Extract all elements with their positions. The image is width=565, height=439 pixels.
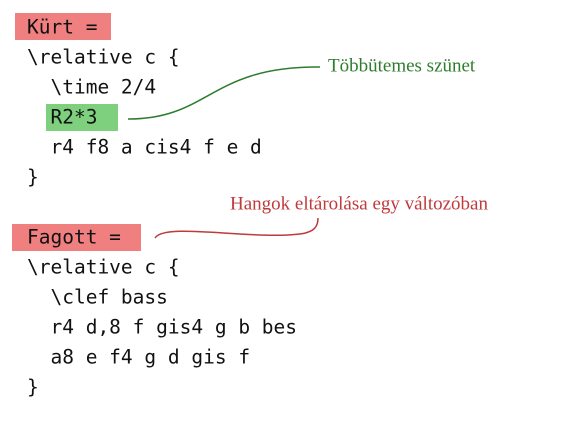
code-line: R2*3	[27, 106, 97, 129]
highlight-rest	[46, 104, 118, 131]
code-line: \relative c {	[27, 256, 180, 279]
annotation: Többütemes szünet	[328, 55, 476, 76]
code-line: \relative c {	[27, 46, 180, 69]
annotation-connector	[127, 66, 321, 120]
code-line: \clef bass	[27, 286, 168, 309]
code-line: r4 d,8 f gis4 g b bes	[27, 316, 297, 339]
code-line: \time 2/4	[27, 76, 156, 99]
code-block: Kürt = \relative c { \time 2/4 R2*3 r4 f8…	[27, 16, 297, 399]
code-line: }	[27, 376, 39, 399]
highlight-variable	[15, 13, 111, 40]
annotation-connector	[154, 217, 319, 239]
code-line: Fagott =	[27, 226, 121, 249]
code-line: }	[27, 166, 39, 189]
code-line: r4 f8 a cis4 f e d	[27, 136, 262, 159]
code-line: Kürt =	[27, 16, 97, 39]
annotation: Hangok eltárolása egy változóban	[230, 193, 488, 214]
highlight-variable	[12, 224, 141, 251]
code-line: a8 e f4 g d gis f	[27, 346, 250, 369]
